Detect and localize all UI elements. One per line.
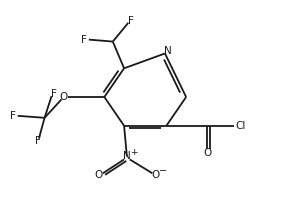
- Text: Cl: Cl: [235, 121, 245, 131]
- Text: F: F: [10, 111, 16, 121]
- Text: N: N: [164, 46, 172, 56]
- Text: N: N: [123, 151, 131, 161]
- Text: F: F: [128, 16, 133, 26]
- Text: +: +: [131, 148, 138, 157]
- Text: O: O: [203, 148, 212, 158]
- Text: O: O: [94, 170, 103, 180]
- Text: O: O: [152, 170, 160, 180]
- Text: −: −: [159, 166, 167, 176]
- Text: F: F: [81, 35, 87, 45]
- Text: F: F: [35, 136, 40, 146]
- Text: O: O: [59, 92, 68, 102]
- Text: F: F: [52, 89, 57, 99]
